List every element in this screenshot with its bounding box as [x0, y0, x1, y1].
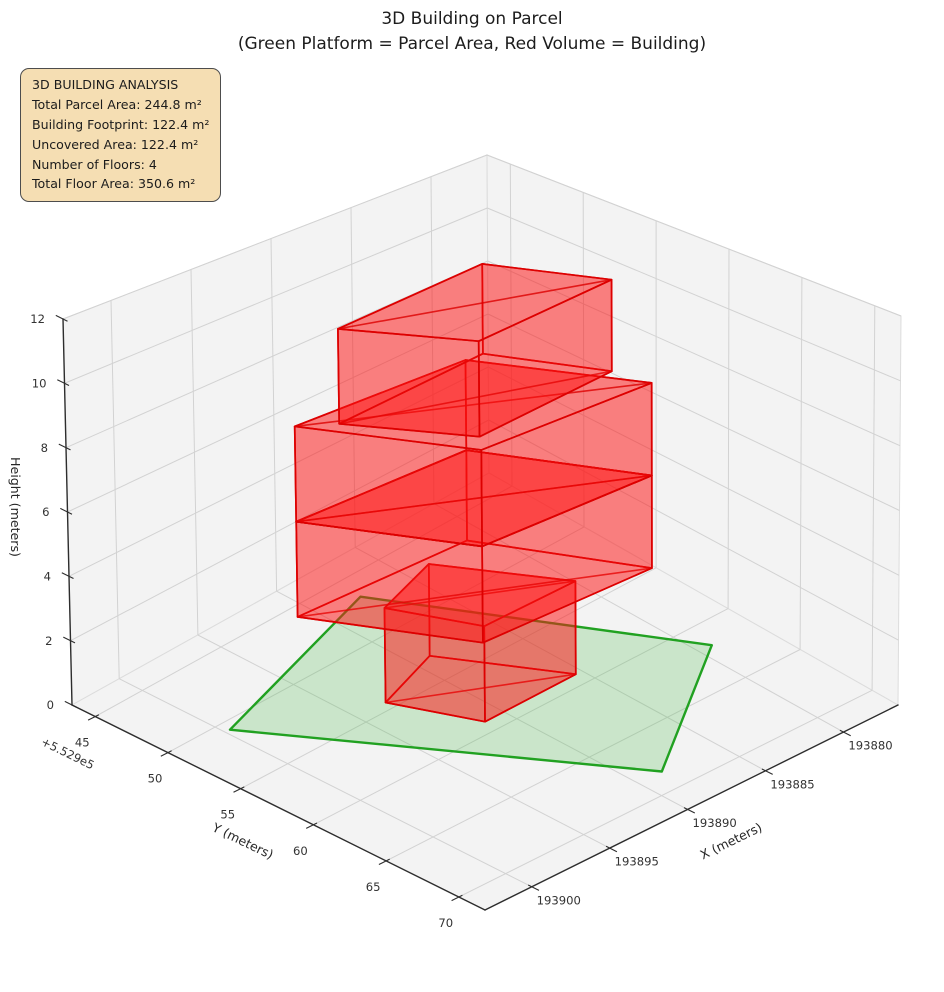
z-axis-label: Height (meters): [8, 457, 23, 557]
z-tick-label: 4: [44, 570, 51, 584]
x-tick-label: 193880: [848, 739, 892, 753]
x-tick: [761, 768, 773, 775]
info-box-lines: Total Parcel Area: 244.8 m² Building Foot…: [32, 95, 209, 194]
y-tick: [233, 786, 245, 793]
y-tick-label: 65: [366, 880, 381, 894]
building-floor-3-seam-bottom: [296, 474, 652, 523]
z-gridline-left-wall: [68, 366, 489, 577]
info-box-title: 3D BUILDING ANALYSIS: [32, 77, 179, 92]
info-box-line: Number of Floors: 4: [32, 156, 157, 172]
z-tick: [55, 314, 68, 322]
x-tick-label: 193900: [537, 893, 581, 907]
z-gridline-left-wall: [65, 260, 488, 449]
info-box-line: Total Parcel Area: 244.8 m²: [32, 96, 202, 112]
z-gridline-right-wall: [487, 207, 901, 382]
building-floor-4-seam-bottom: [339, 370, 612, 425]
building-floor-3-seam-top: [294, 382, 652, 428]
z-gridline-left-wall: [64, 207, 488, 384]
y-tick: [87, 714, 100, 721]
z-tick: [57, 379, 70, 386]
z-tick-label: 0: [47, 698, 54, 712]
z-tick: [64, 700, 77, 708]
x-gridline-floor: [433, 503, 844, 733]
y-gridline-floor: [313, 608, 729, 826]
y-tick: [378, 858, 390, 865]
y-gridline-floor: [95, 485, 513, 717]
x-axis-spine: [484, 704, 899, 911]
y-tick-label: 60: [293, 844, 308, 858]
building-floor-4-seam-top: [337, 278, 612, 330]
building-floor-1-seam-top: [384, 580, 576, 609]
z-gridline-right-wall: [487, 313, 900, 511]
x-tick-label: 193895: [615, 855, 659, 869]
info-box-line: Building Footprint: 122.4 m²: [32, 116, 210, 132]
z-tick: [58, 443, 71, 451]
x-tick: [605, 845, 618, 853]
y-tick-label: 55: [220, 808, 235, 822]
x-gridline-floor: [118, 678, 533, 888]
y-gridline-floor: [240, 567, 657, 790]
z-tick: [60, 507, 73, 515]
y-tick-label: 45: [75, 736, 90, 750]
info-box-line: Total Floor Area: 350.6 m²: [32, 176, 196, 192]
y-gridline-floor: [167, 526, 585, 754]
z-gridline-right-wall: [486, 154, 902, 317]
y-tick: [451, 894, 463, 902]
building-floor-2-seam-bottom: [297, 567, 653, 618]
z-gridline-right-wall: [488, 419, 899, 641]
y-axis-label: Y (meters): [209, 819, 276, 862]
z-gridline-left-wall: [62, 154, 488, 320]
x-gridline-floor: [197, 634, 610, 849]
y-gridline-floor: [458, 689, 873, 898]
y-tick: [160, 750, 172, 757]
z-gridline-left-wall: [70, 419, 489, 642]
x-tick: [839, 729, 851, 737]
z-tick-label: 8: [41, 441, 48, 455]
z-gridline-right-wall: [488, 366, 900, 576]
z-tick-label: 12: [30, 312, 45, 326]
z-gridline-right-wall: [487, 260, 901, 447]
chart-subtitle: (Green Platform = Parcel Area, Red Volum…: [237, 33, 707, 54]
chart-title: 3D Building on Parcel: [381, 9, 563, 29]
x-tick-label: 193885: [770, 777, 814, 791]
y-tick-label: 50: [148, 772, 163, 786]
y-tick-label: 70: [438, 916, 453, 930]
z-tick-label: 2: [45, 634, 52, 648]
y-axis-spine: [71, 704, 486, 911]
z-tick: [61, 572, 74, 579]
z-tick-label: 6: [42, 505, 49, 519]
z-tick: [63, 636, 76, 644]
info-box-line: Uncovered Area: 122.4 m²: [32, 136, 199, 152]
x-gridline-floor: [354, 546, 766, 772]
z-tick-label: 10: [32, 377, 47, 391]
title-block: 3D Building on Parcel (Green Platform = …: [0, 7, 944, 56]
parcel-platform: [228, 595, 713, 773]
building-floor-4-front-face: [337, 328, 481, 438]
y-gridline-floor: [385, 649, 801, 862]
x-tick: [683, 807, 696, 814]
x-tick-label: 193890: [692, 816, 736, 830]
x-tick: [527, 884, 540, 891]
analysis-info-box: 3D BUILDING ANALYSIS Total Parcel Area: …: [20, 68, 222, 203]
y-tick: [305, 822, 318, 829]
x-gridline-floor: [276, 590, 688, 810]
z-gridline-left-wall: [67, 313, 489, 513]
building-floor-1-seam-bottom: [385, 673, 576, 704]
